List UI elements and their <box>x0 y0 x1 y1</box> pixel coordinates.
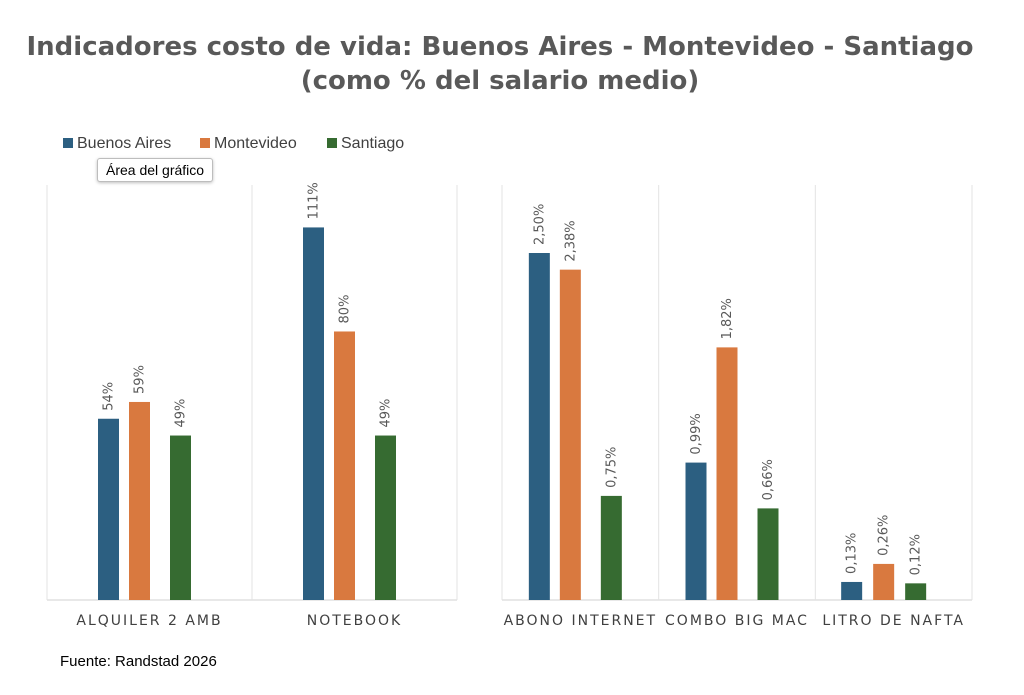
chart-title-line-2: (como % del salario medio) <box>301 66 700 96</box>
panel-2: ABONO INTERNET 2,50% 2,38% 0,75% COMBO BIG M… <box>501 185 973 629</box>
legend-item[interactable]: Santiago <box>327 135 404 152</box>
data-label: 111% <box>307 182 322 219</box>
data-label: 59% <box>133 365 148 394</box>
legend-label-buenos-aires: Buenos Aires <box>77 135 171 152</box>
data-label: 0,99% <box>689 413 704 454</box>
bar[interactable] <box>873 563 895 600</box>
category-label: COMBO BIG MAC <box>665 613 809 629</box>
legend-swatch-montevideo <box>200 138 210 148</box>
data-label: 0,66% <box>761 459 776 500</box>
data-label: 2,50% <box>532 204 547 245</box>
legend-item[interactable]: Buenos Aires <box>63 135 171 152</box>
data-label: 49% <box>379 399 394 428</box>
legend: Buenos Aires Montevideo Santiago <box>63 135 404 152</box>
bar[interactable] <box>375 435 396 600</box>
bar[interactable] <box>303 227 324 600</box>
category-label: LITRO DE NAFTA <box>822 613 965 629</box>
data-label: 49% <box>174 399 189 428</box>
legend-label-montevideo: Montevideo <box>214 135 297 152</box>
data-label: 0,12% <box>909 534 924 575</box>
data-label: 54% <box>102 382 117 411</box>
source-note: Fuente: Randstad 2026 <box>60 653 217 670</box>
bar[interactable] <box>98 418 119 600</box>
category-label: ABONO INTERNET <box>504 613 658 629</box>
bar[interactable] <box>528 253 550 600</box>
bar[interactable] <box>716 347 738 600</box>
bar[interactable] <box>600 495 622 600</box>
legend-label-santiago: Santiago <box>341 135 404 152</box>
data-label: 0,13% <box>845 533 860 574</box>
bar[interactable] <box>757 508 779 600</box>
category-label: NOTEBOOK <box>307 613 402 629</box>
data-label: 80% <box>338 295 353 324</box>
bar[interactable] <box>841 581 863 600</box>
chart-title-line-1: Indicadores costo de vida: Buenos Aires … <box>26 32 973 62</box>
bar[interactable] <box>170 435 191 600</box>
plot-area[interactable]: ALQUILER 2 AMB 54% 59% 49% NOTEBOOK 111% 80% 49… <box>46 182 973 629</box>
category-label: ALQUILER 2 AMB <box>76 613 222 629</box>
chart-area-tooltip: Área del gráfico <box>97 158 214 182</box>
legend-item[interactable]: Montevideo <box>200 135 297 152</box>
bar[interactable] <box>905 583 927 600</box>
panel-1: ALQUILER 2 AMB 54% 59% 49% NOTEBOOK 111% 80% 49… <box>46 182 458 629</box>
bar[interactable] <box>685 462 707 600</box>
bar[interactable] <box>334 331 355 600</box>
data-label: 0,75% <box>604 447 619 488</box>
bar[interactable] <box>129 401 150 600</box>
data-label: 1,82% <box>720 298 735 339</box>
data-label: 2,38% <box>563 220 578 261</box>
data-label: 0,26% <box>877 515 892 556</box>
legend-swatch-santiago <box>327 138 337 148</box>
legend-swatch-buenos-aires <box>63 138 73 148</box>
bar[interactable] <box>559 269 581 600</box>
